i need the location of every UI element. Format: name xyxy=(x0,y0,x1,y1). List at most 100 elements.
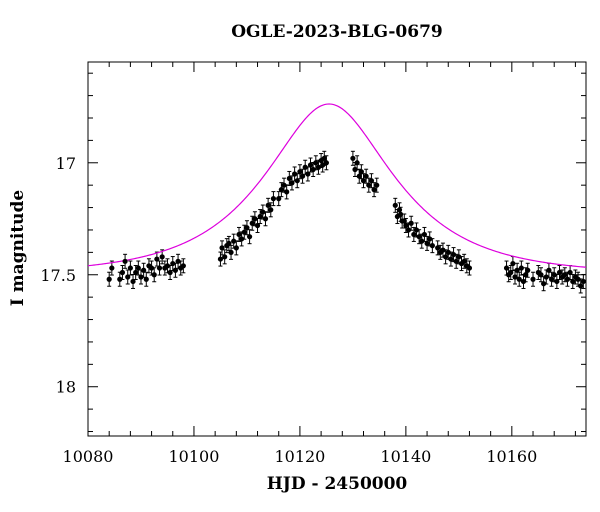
data-point xyxy=(403,222,409,229)
data-point xyxy=(354,160,360,166)
plot-frame xyxy=(87,61,587,437)
data-point xyxy=(421,231,428,238)
data-point xyxy=(363,173,369,179)
data-point xyxy=(294,178,300,184)
data-point xyxy=(503,265,510,271)
data-point xyxy=(564,276,571,282)
data-point xyxy=(392,202,398,208)
data-point xyxy=(307,162,314,168)
data-point xyxy=(281,182,287,188)
y-axis-label: I magnitude xyxy=(8,189,28,307)
data-point xyxy=(172,267,179,273)
x-tick-label: 10140 xyxy=(380,447,431,466)
data-point xyxy=(429,243,435,249)
data-point xyxy=(360,178,367,184)
data-point xyxy=(411,231,417,238)
data-point xyxy=(448,256,454,262)
data-point xyxy=(456,254,462,260)
data-point xyxy=(567,269,573,276)
data-point xyxy=(249,220,255,226)
data-point xyxy=(292,171,298,177)
data-point xyxy=(239,236,245,242)
data-point xyxy=(543,274,549,280)
data-point xyxy=(109,265,115,271)
data-point xyxy=(405,227,412,233)
data-point xyxy=(151,272,157,278)
data-point xyxy=(125,274,131,280)
data-point xyxy=(313,160,319,166)
y-tick-label: 17 xyxy=(56,154,76,173)
data-point xyxy=(419,238,425,244)
data-point xyxy=(276,196,282,202)
data-point xyxy=(297,169,303,175)
x-tick-label: 10080 xyxy=(63,447,114,466)
data-point xyxy=(252,216,258,222)
data-point xyxy=(554,278,560,285)
x-tick-label: 10160 xyxy=(486,447,537,466)
data-point xyxy=(546,267,552,273)
data-point xyxy=(180,263,186,269)
data-point xyxy=(570,278,576,285)
data-point xyxy=(397,211,404,217)
data-point xyxy=(538,272,544,278)
data-point xyxy=(366,182,372,188)
data-point xyxy=(244,225,250,231)
data-point xyxy=(575,276,581,282)
data-point xyxy=(241,229,247,235)
data-point xyxy=(518,265,524,271)
data-point xyxy=(164,263,171,269)
data-point xyxy=(541,281,547,287)
data-point xyxy=(299,173,306,179)
data-point xyxy=(106,276,112,282)
data-point xyxy=(440,247,446,253)
y-tick-label: 17.5 xyxy=(40,266,76,285)
data-point xyxy=(368,178,375,184)
data-point xyxy=(562,272,568,278)
data-point xyxy=(450,251,457,258)
data-point xyxy=(323,160,330,166)
data-point xyxy=(130,278,136,285)
data-point xyxy=(443,254,449,260)
data-point xyxy=(217,256,224,262)
data-point xyxy=(159,254,165,260)
x-tick-label: 10100 xyxy=(169,447,220,466)
data-point xyxy=(222,254,228,260)
x-tick-labels: 10080 10100 10120 10140 10160 xyxy=(63,447,538,466)
data-point xyxy=(374,182,380,188)
data-point xyxy=(246,234,253,240)
data-point xyxy=(461,258,467,264)
data-point xyxy=(315,164,322,170)
data-point xyxy=(523,272,529,278)
data-point xyxy=(401,218,407,224)
data-point xyxy=(556,269,563,276)
data-point xyxy=(289,180,295,186)
data-point xyxy=(548,276,555,282)
data-point xyxy=(284,189,290,195)
data-point xyxy=(510,260,516,267)
data-point xyxy=(135,265,141,271)
data-point xyxy=(350,155,356,161)
data-point xyxy=(143,276,149,282)
data-point xyxy=(286,175,292,182)
data-point xyxy=(551,272,557,278)
data-point xyxy=(352,166,358,173)
data-point xyxy=(445,249,451,255)
data-point xyxy=(278,187,284,193)
data-point xyxy=(580,278,586,285)
data-point xyxy=(512,274,518,280)
data-point xyxy=(525,267,531,273)
data-point xyxy=(453,258,459,264)
data-point xyxy=(305,171,311,177)
data-point xyxy=(133,269,139,276)
data-point xyxy=(424,240,430,247)
data-point xyxy=(254,222,261,229)
data-point xyxy=(321,155,327,161)
data-point xyxy=(427,236,433,242)
data-point xyxy=(262,216,269,222)
error-bars xyxy=(107,150,586,294)
data-point xyxy=(233,245,239,251)
data-point xyxy=(167,269,173,276)
x-axis-label: HJD - 2450000 xyxy=(266,474,408,494)
model-curve xyxy=(87,103,587,268)
